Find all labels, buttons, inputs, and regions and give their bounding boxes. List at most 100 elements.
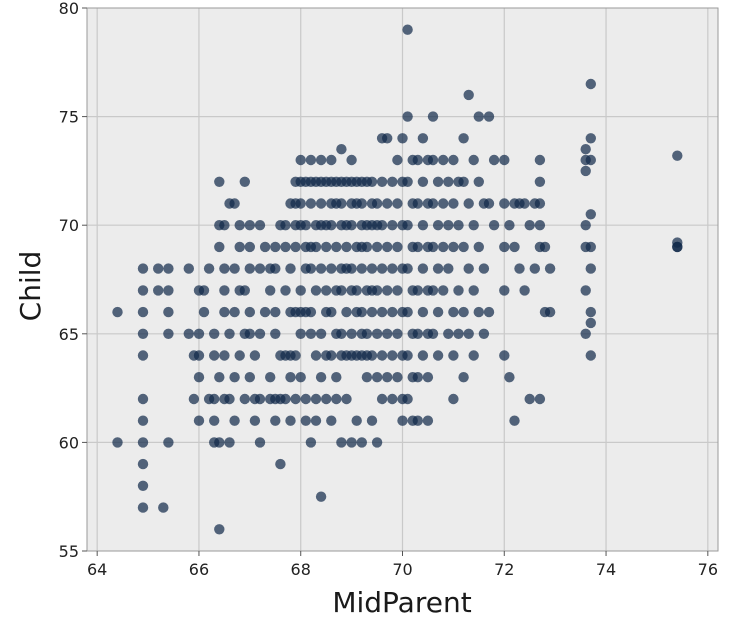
- data-point: [300, 393, 311, 405]
- data-point: [382, 372, 393, 383]
- data-point: [524, 393, 535, 405]
- data-point: [321, 241, 332, 253]
- y-tick-label: 75: [59, 108, 79, 127]
- data-point: [514, 263, 525, 274]
- data-point: [371, 198, 383, 209]
- data-point: [366, 176, 378, 187]
- data-point: [448, 241, 459, 253]
- data-point: [473, 176, 484, 187]
- data-point: [295, 328, 306, 339]
- data-point: [468, 154, 479, 166]
- data-point: [137, 480, 149, 491]
- data-point: [214, 437, 225, 448]
- data-point: [438, 154, 449, 166]
- data-point: [214, 241, 225, 253]
- data-point: [351, 415, 362, 426]
- data-point: [387, 263, 398, 274]
- data-point: [193, 328, 205, 339]
- data-point: [326, 415, 337, 426]
- data-point: [432, 263, 444, 274]
- y-tick-label: 60: [59, 433, 79, 452]
- data-point: [254, 328, 266, 339]
- data-point: [249, 415, 261, 426]
- data-point: [483, 198, 495, 209]
- data-point: [356, 198, 367, 209]
- data-point: [326, 350, 337, 361]
- data-point: [427, 241, 439, 253]
- data-point: [519, 285, 530, 296]
- data-point: [254, 263, 266, 274]
- y-tick-label: 70: [59, 216, 79, 235]
- data-point: [336, 198, 347, 209]
- data-point: [163, 328, 174, 339]
- data-point: [265, 372, 276, 383]
- data-point: [392, 241, 403, 253]
- data-point: [315, 154, 327, 166]
- data-point: [585, 306, 596, 318]
- data-point: [356, 437, 367, 448]
- data-point: [239, 285, 250, 296]
- data-point: [321, 393, 332, 405]
- data-point: [453, 220, 464, 231]
- data-point: [137, 502, 149, 513]
- data-point: [499, 241, 510, 253]
- data-point: [412, 241, 423, 253]
- data-point: [203, 263, 215, 274]
- data-point: [280, 241, 291, 253]
- data-point: [270, 328, 281, 339]
- data-point: [275, 458, 286, 470]
- data-point: [254, 393, 266, 405]
- data-point: [478, 263, 490, 274]
- data-point: [290, 350, 301, 361]
- data-point: [336, 285, 347, 296]
- data-point: [458, 372, 469, 383]
- data-point: [580, 144, 591, 155]
- data-point: [239, 393, 250, 405]
- data-point: [341, 306, 352, 318]
- data-point: [382, 241, 393, 253]
- data-point: [458, 133, 469, 144]
- data-point: [585, 209, 596, 220]
- data-point: [534, 220, 546, 231]
- data-point: [229, 372, 240, 383]
- data-point: [270, 415, 281, 426]
- data-point: [417, 350, 429, 361]
- data-point: [361, 328, 373, 339]
- data-point: [234, 241, 245, 253]
- data-point: [224, 328, 235, 339]
- data-point: [305, 437, 317, 448]
- data-point: [315, 491, 327, 502]
- data-point: [244, 220, 255, 231]
- data-point: [402, 24, 413, 35]
- data-point: [443, 220, 454, 231]
- data-point: [483, 111, 495, 122]
- data-point: [300, 415, 311, 426]
- data-point: [544, 263, 556, 274]
- data-point: [163, 437, 174, 448]
- data-point: [270, 241, 281, 253]
- data-point: [412, 154, 423, 166]
- data-point: [443, 176, 454, 187]
- data-point: [417, 133, 429, 144]
- data-point: [336, 437, 347, 448]
- data-point: [315, 372, 327, 383]
- data-point: [163, 285, 174, 296]
- data-point: [672, 150, 683, 161]
- data-point: [153, 263, 164, 274]
- data-point: [219, 306, 230, 318]
- data-point: [438, 241, 449, 253]
- data-point: [259, 241, 271, 253]
- data-point: [331, 393, 342, 405]
- data-point: [310, 241, 322, 253]
- data-point: [448, 306, 459, 318]
- data-point: [585, 133, 596, 144]
- data-point: [402, 176, 413, 187]
- data-point: [499, 350, 510, 361]
- data-point: [432, 306, 444, 318]
- data-point: [259, 306, 271, 318]
- data-point: [387, 350, 398, 361]
- data-point: [280, 220, 291, 231]
- data-point: [371, 241, 383, 253]
- data-point: [443, 263, 454, 274]
